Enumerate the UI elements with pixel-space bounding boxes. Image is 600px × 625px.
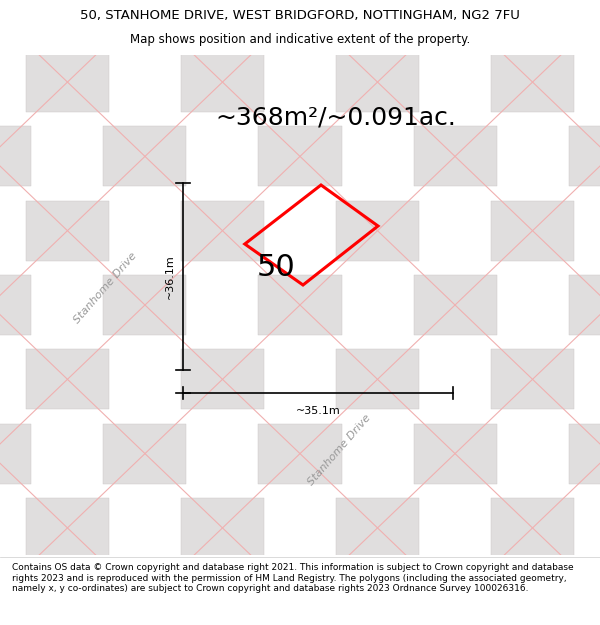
Polygon shape (103, 126, 187, 186)
Polygon shape (336, 52, 419, 112)
Polygon shape (336, 498, 419, 558)
Polygon shape (103, 572, 187, 625)
Polygon shape (26, 201, 109, 261)
Polygon shape (0, 424, 31, 484)
Polygon shape (569, 424, 600, 484)
Text: Stanhome Drive: Stanhome Drive (71, 250, 139, 325)
Polygon shape (0, 126, 31, 186)
Polygon shape (181, 201, 264, 261)
Polygon shape (26, 498, 109, 558)
Polygon shape (259, 275, 341, 335)
Polygon shape (413, 572, 497, 625)
Polygon shape (569, 275, 600, 335)
Polygon shape (26, 52, 109, 112)
Polygon shape (259, 0, 341, 38)
Text: Stanhome Drive: Stanhome Drive (305, 412, 373, 488)
Polygon shape (491, 52, 574, 112)
Polygon shape (491, 349, 574, 409)
Polygon shape (259, 424, 341, 484)
Polygon shape (569, 0, 600, 38)
Polygon shape (103, 424, 187, 484)
Text: 50, STANHOME DRIVE, WEST BRIDGFORD, NOTTINGHAM, NG2 7FU: 50, STANHOME DRIVE, WEST BRIDGFORD, NOTT… (80, 9, 520, 22)
Polygon shape (569, 572, 600, 625)
Text: ~368m²/~0.091ac.: ~368m²/~0.091ac. (215, 106, 457, 129)
Polygon shape (0, 572, 31, 625)
Polygon shape (26, 349, 109, 409)
Polygon shape (103, 0, 187, 38)
Text: 50: 50 (257, 253, 295, 282)
Text: ~36.1m: ~36.1m (165, 254, 175, 299)
Text: ~35.1m: ~35.1m (296, 406, 340, 416)
Polygon shape (413, 126, 497, 186)
Text: Map shows position and indicative extent of the property.: Map shows position and indicative extent… (130, 33, 470, 46)
Polygon shape (569, 126, 600, 186)
Polygon shape (181, 498, 264, 558)
Polygon shape (491, 498, 574, 558)
Polygon shape (181, 349, 264, 409)
Polygon shape (181, 52, 264, 112)
Polygon shape (0, 0, 31, 38)
Polygon shape (259, 126, 341, 186)
Polygon shape (413, 275, 497, 335)
Polygon shape (336, 349, 419, 409)
Polygon shape (413, 424, 497, 484)
Polygon shape (413, 0, 497, 38)
Polygon shape (491, 201, 574, 261)
Text: Contains OS data © Crown copyright and database right 2021. This information is : Contains OS data © Crown copyright and d… (12, 563, 574, 593)
Polygon shape (259, 572, 341, 625)
Polygon shape (336, 201, 419, 261)
Polygon shape (0, 275, 31, 335)
Polygon shape (103, 275, 187, 335)
